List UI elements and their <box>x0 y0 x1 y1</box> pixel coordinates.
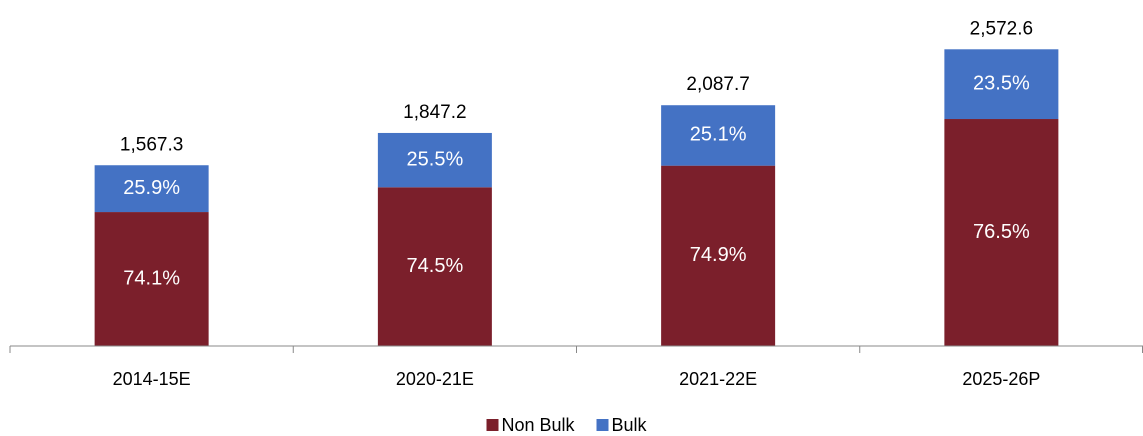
bar-segment <box>94 212 209 346</box>
segment-label: 23.5% <box>973 72 1030 94</box>
legend-swatch <box>486 419 499 431</box>
bar-segment <box>377 187 492 346</box>
bar-segment <box>94 165 209 213</box>
total-label: 1,847.2 <box>403 102 466 123</box>
bar-segment <box>661 165 776 346</box>
segment-label: 25.5% <box>407 148 464 170</box>
segment-label: 25.1% <box>690 124 747 146</box>
x-tick-label: 2025-26P <box>962 369 1040 389</box>
legend-label: Non Bulk <box>502 415 576 435</box>
bar-segment <box>944 119 1059 346</box>
x-tick-label: 2020-21E <box>396 369 474 389</box>
x-tick-label: 2014-15E <box>113 369 191 389</box>
total-label: 2,087.7 <box>686 74 749 95</box>
bar-segment <box>661 105 776 166</box>
segment-label: 74.5% <box>407 255 464 277</box>
total-label: 2,572.6 <box>970 18 1033 39</box>
segment-label: 76.5% <box>973 221 1030 243</box>
segment-label: 25.9% <box>123 177 180 199</box>
bar-segment <box>377 132 492 188</box>
total-label: 1,567.3 <box>120 134 183 155</box>
legend-swatch <box>596 419 609 431</box>
segment-label: 74.9% <box>690 244 747 266</box>
legend-label: Bulk <box>612 415 648 435</box>
bar-segment <box>944 49 1059 120</box>
segment-label: 74.1% <box>123 267 180 289</box>
x-tick-label: 2021-22E <box>679 369 757 389</box>
